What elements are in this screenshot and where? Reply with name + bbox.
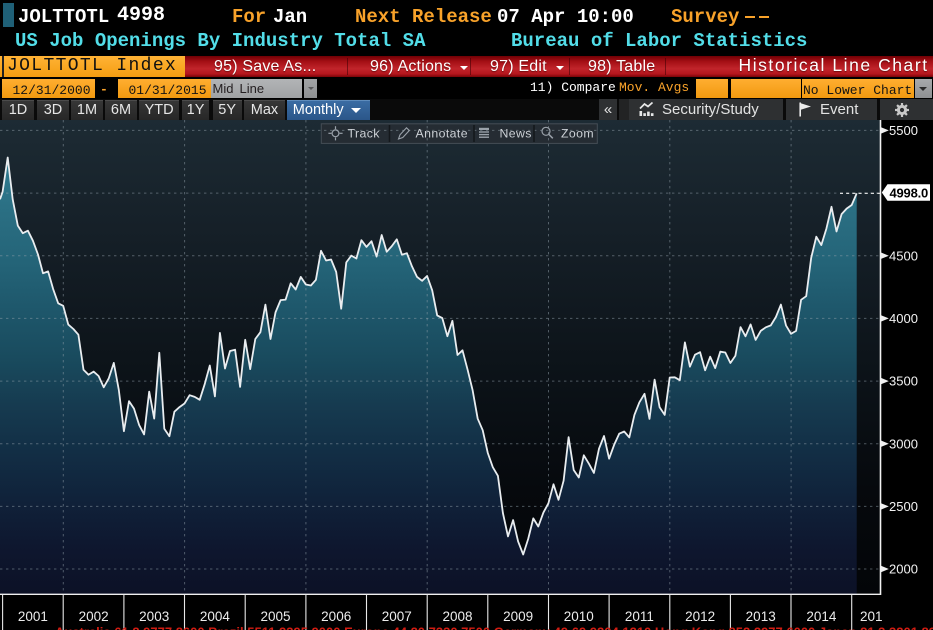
svg-text:2002: 2002 <box>79 609 109 624</box>
svg-text:2009: 2009 <box>503 609 533 624</box>
svg-text:2013: 2013 <box>746 609 776 624</box>
svg-text:2005: 2005 <box>260 609 290 624</box>
svg-text:201: 201 <box>860 609 883 624</box>
svg-text:5500: 5500 <box>889 123 918 138</box>
svg-text:2008: 2008 <box>442 609 472 624</box>
svg-text:Annotate: Annotate <box>416 127 468 141</box>
svg-text:Track: Track <box>348 127 381 141</box>
svg-text:2500: 2500 <box>889 499 918 514</box>
svg-text:2000: 2000 <box>889 562 918 577</box>
svg-text:4500: 4500 <box>889 248 918 263</box>
svg-text:Zoom: Zoom <box>561 127 594 141</box>
svg-text:2012: 2012 <box>685 609 715 624</box>
svg-text:Australia 61 2 9777 8600 Brazi: Australia 61 2 9777 8600 Brazil 5511 239… <box>55 625 933 630</box>
svg-text:2001: 2001 <box>18 609 48 624</box>
svg-text:4000: 4000 <box>889 311 918 326</box>
svg-text:2006: 2006 <box>321 609 351 624</box>
svg-text:3500: 3500 <box>889 374 918 389</box>
svg-text:2011: 2011 <box>625 609 654 624</box>
svg-text:4998.0: 4998.0 <box>890 185 929 200</box>
svg-text:News: News <box>500 127 532 141</box>
svg-text:2010: 2010 <box>564 609 594 624</box>
svg-text:2003: 2003 <box>139 609 169 624</box>
svg-text:2014: 2014 <box>806 609 837 624</box>
svg-text:3000: 3000 <box>889 436 918 451</box>
svg-text:2007: 2007 <box>382 609 412 624</box>
svg-text:2004: 2004 <box>200 609 231 624</box>
